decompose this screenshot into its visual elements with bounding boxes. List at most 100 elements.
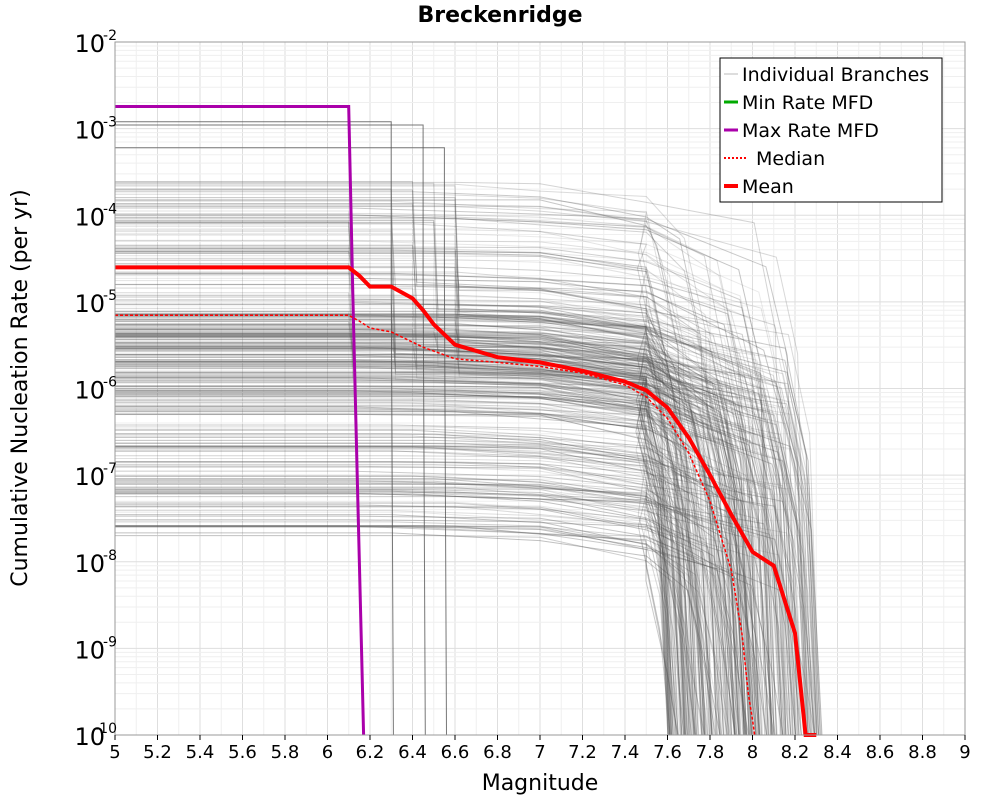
y-tick-exponent: -6 <box>103 375 117 391</box>
branch-line <box>115 406 691 736</box>
branch-line <box>115 216 821 736</box>
branch-line <box>115 445 815 736</box>
branch-line <box>115 408 740 736</box>
branch-line <box>115 365 674 736</box>
branch-line <box>115 329 687 736</box>
branch-line <box>115 347 798 736</box>
branch-line <box>115 446 684 736</box>
branch-line <box>115 356 753 736</box>
branch-line <box>115 360 672 736</box>
branch-line <box>115 315 674 736</box>
branch-line <box>115 372 759 736</box>
branch-line <box>115 315 806 736</box>
x-tick-label: 8 <box>747 742 758 763</box>
branch-line <box>115 222 726 736</box>
branch-line <box>115 413 706 736</box>
branch-line <box>115 313 705 736</box>
y-tick-exponent: -9 <box>103 634 117 650</box>
branch-line <box>115 321 787 736</box>
branch-line <box>115 221 710 736</box>
x-axis-label: Magnitude <box>482 771 599 796</box>
y-tick-label: 10 <box>74 377 105 405</box>
branch-line <box>115 475 790 736</box>
y-tick-label: 10 <box>74 30 105 58</box>
branch-line <box>115 450 715 736</box>
branch-line <box>115 200 690 736</box>
branch-line <box>115 303 772 736</box>
branch-line <box>115 314 808 736</box>
branch-line <box>115 428 785 736</box>
x-tick-label: 9 <box>959 742 970 763</box>
branch-line <box>115 465 677 736</box>
branch-line <box>115 442 744 736</box>
branch-line <box>115 265 775 736</box>
branch-line <box>115 367 682 736</box>
branch-line <box>115 231 742 736</box>
branch-line <box>115 525 775 736</box>
branch-line <box>115 332 745 736</box>
branch-line <box>115 462 758 736</box>
branch-line <box>115 445 820 736</box>
branch-line <box>115 121 394 736</box>
branch-line <box>115 535 706 736</box>
branch-line <box>115 327 696 736</box>
branch-line <box>115 252 686 736</box>
y-tick-exponent: -10 <box>94 721 117 737</box>
branch-line <box>115 147 447 736</box>
branch-line <box>115 445 761 736</box>
branch-line <box>115 385 729 736</box>
branch-line <box>115 326 755 736</box>
branch-line <box>115 339 718 736</box>
branch-line <box>115 435 804 736</box>
branch-line <box>115 489 802 736</box>
branch-line <box>115 214 737 736</box>
x-tick-label: 6.2 <box>356 742 385 763</box>
branch-line <box>115 374 699 736</box>
branch-line <box>115 314 809 736</box>
branch-line <box>115 240 753 736</box>
branch-line <box>115 396 686 736</box>
y-tick-label: 10 <box>74 636 105 664</box>
branch-line <box>115 461 807 736</box>
branch-line <box>115 387 703 736</box>
branch-line <box>115 248 697 736</box>
branch-line <box>115 532 721 736</box>
branch-line <box>115 346 768 736</box>
branch-line <box>115 506 757 736</box>
branch-line <box>115 400 687 736</box>
branch-line <box>115 325 745 736</box>
branch-line <box>115 272 760 736</box>
branch-line <box>115 348 794 736</box>
branch-line <box>115 244 706 736</box>
branch-line <box>115 404 676 736</box>
branch-line <box>115 217 752 736</box>
branch-line <box>115 405 822 736</box>
branch-line <box>115 411 676 736</box>
legend-box <box>719 57 943 203</box>
branch-line <box>115 259 729 736</box>
branch-line <box>115 326 782 736</box>
branch-line <box>115 337 763 736</box>
branch-line <box>115 207 799 736</box>
branch-line <box>115 310 752 736</box>
branch-line <box>115 402 729 736</box>
branch-line <box>115 458 747 736</box>
branch-line <box>115 375 682 736</box>
branch-line <box>115 317 699 736</box>
branch-line <box>115 223 670 736</box>
branch-line <box>115 486 717 736</box>
branch-line <box>115 380 727 736</box>
branch-line <box>115 405 720 736</box>
branch-line <box>115 372 693 736</box>
series-mean <box>115 265 817 737</box>
branch-line <box>115 188 670 736</box>
legend-label: Median <box>756 148 825 170</box>
branch-line <box>115 318 692 736</box>
branch-line <box>115 526 816 736</box>
branch-line <box>115 344 740 736</box>
branch-line <box>115 343 670 736</box>
branch-line <box>115 502 696 736</box>
branch-line <box>115 342 791 736</box>
